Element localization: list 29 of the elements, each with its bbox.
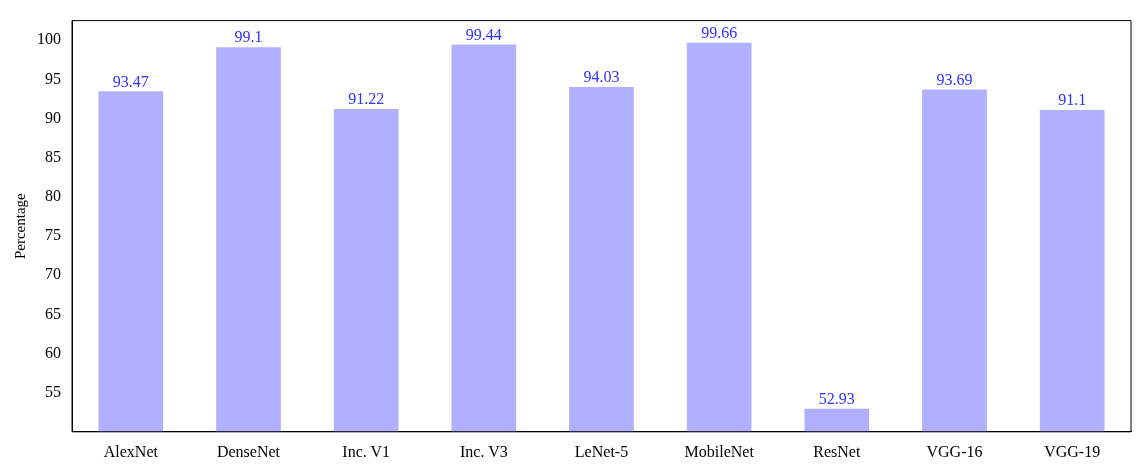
y-tick-label: 90 bbox=[45, 108, 61, 126]
y-tick-label: 100 bbox=[37, 30, 61, 48]
y-tick-label: 75 bbox=[45, 226, 61, 244]
x-tick-label: Inc. V1 bbox=[342, 442, 391, 460]
data-label: 91.1 bbox=[1058, 91, 1087, 109]
data-label: 94.03 bbox=[583, 68, 620, 86]
y-tick-label: 85 bbox=[45, 147, 61, 165]
x-tick-label: MobileNet bbox=[684, 442, 755, 460]
data-label: 99.66 bbox=[701, 24, 738, 42]
y-tick-label: 55 bbox=[45, 382, 61, 400]
x-tick-label: Inc. V3 bbox=[459, 442, 508, 460]
x-tick-label: ResNet bbox=[813, 442, 861, 460]
x-tick-label: AlexNet bbox=[103, 442, 159, 460]
data-label: 52.93 bbox=[818, 390, 855, 408]
y-tick-label: 70 bbox=[45, 265, 61, 283]
x-tick-label: VGG-16 bbox=[926, 442, 983, 460]
data-label: 93.69 bbox=[936, 70, 973, 88]
y-axis-title: Percentage bbox=[11, 192, 28, 260]
y-tick-label: 65 bbox=[45, 304, 61, 322]
y-tick-label: 60 bbox=[45, 343, 61, 361]
data-label: 91.22 bbox=[348, 90, 385, 108]
y-tick-label: 80 bbox=[45, 187, 61, 205]
x-tick-label: VGG-19 bbox=[1044, 442, 1101, 460]
x-tick-label: LeNet-5 bbox=[574, 442, 629, 460]
data-label: 99.44 bbox=[465, 25, 502, 43]
x-tick-label: DenseNet bbox=[216, 442, 281, 460]
data-label: 99.1 bbox=[234, 28, 263, 46]
y-tick-label: 95 bbox=[45, 69, 61, 87]
data-label: 93.47 bbox=[112, 72, 149, 90]
